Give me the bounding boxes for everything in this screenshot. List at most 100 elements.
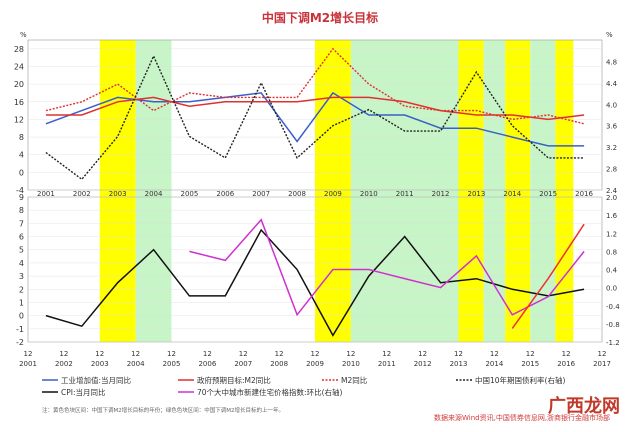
bottom-x-month-5: 12: [203, 350, 212, 358]
bottom-x-year-3: 2004: [127, 360, 145, 368]
top-y2-tick-6: 4.8: [606, 58, 617, 66]
bottom-series-2: [511, 223, 585, 329]
top-series-3: [45, 54, 585, 181]
bottom-x-month-3: 12: [131, 350, 140, 358]
top-y2-tick-0: 2.4: [606, 187, 618, 195]
bottom-y2-tick-3: 0.0: [606, 285, 617, 293]
legend-label-3: 中国10年期国债利率(右轴): [475, 375, 565, 385]
top-panel: -4 0 4 8 12 16 20 24 28 2.4 2.8 3.2 3.6 4.0 4.4 4.8%%: [14, 31, 618, 195]
top-y2-tick-5: 4.4: [606, 80, 618, 88]
bottom-x-month-14: 12: [526, 350, 535, 358]
bottom-y-tick-3: 1: [19, 298, 24, 307]
top-y-tick-5: 16: [14, 98, 24, 107]
top-x-label-2: 2003: [109, 190, 127, 198]
bottom-x-year-13: 2014: [485, 360, 503, 368]
top-y2-tick-3: 3.6: [606, 123, 618, 131]
top-x-label-6: 2007: [252, 190, 270, 198]
bottom-y2-tick-8: 2.0: [606, 194, 617, 202]
bottom-x-month-7: 12: [275, 350, 284, 358]
top-y2-tick-1: 2.8: [606, 166, 617, 174]
bottom-x-year-8: 2009: [306, 360, 324, 368]
bottom-x-year-14: 2015: [521, 360, 539, 368]
top-y-tick-6: 20: [14, 80, 24, 89]
shading-bands: [99, 40, 574, 342]
shading-band-8: [555, 40, 574, 342]
top-x-label-5: 2006: [216, 190, 234, 198]
bottom-x-year-11: 2012: [414, 360, 432, 368]
chart-title: 中国下调M2增长目标: [262, 10, 378, 25]
bottom-y-tick-8: 6: [19, 233, 24, 242]
footnote: 注：黄色色块区间：中国下调M2增长目标的年份；绿色色块区间：中国下调M2增长目标…: [42, 406, 284, 414]
bottom-y-tick-0: -2: [16, 338, 24, 347]
bottom-x-year-15: 2016: [557, 360, 575, 368]
bottom-x-month-1: 12: [59, 350, 68, 358]
bottom-y2-tick-7: 1.6: [606, 212, 618, 220]
bottom-y-tick-7: 5: [19, 246, 24, 255]
top-y-tick-1: 0: [19, 168, 24, 177]
top-x-label-12: 2013: [468, 190, 486, 198]
legend: 工业增加值:当月同比 政府预期目标:M2同比 M2同比 中国10年期国债利率(右轴) C…: [42, 375, 565, 397]
bottom-x-month-15: 12: [562, 350, 571, 358]
bottom-y-tick-10: 8: [19, 206, 24, 215]
legend-label-4: CPI:当月同比: [61, 387, 106, 397]
bottom-y2-tick-2: -0.4: [606, 303, 620, 311]
top-left-unit: %: [20, 31, 27, 39]
bottom-y-tick-11: 9: [19, 193, 24, 202]
watermark-logo: 广西龙网: [548, 395, 620, 417]
bottom-x-month-0: 12: [24, 350, 33, 358]
bottom-x-year-5: 2006: [198, 360, 216, 368]
bottom-y-tick-1: -1: [16, 325, 24, 334]
top-y-tick-0: -4: [16, 186, 24, 195]
shading-band-4: [458, 40, 484, 342]
top-x-label-9: 2010: [360, 190, 378, 198]
bottom-x-month-9: 12: [346, 350, 355, 358]
bottom-x-month-10: 12: [382, 350, 391, 358]
bottom-y2-tick-1: -0.8: [606, 321, 620, 329]
top-y-tick-7: 24: [14, 62, 24, 71]
bottom-x-year-9: 2010: [342, 360, 360, 368]
bottom-x-year-10: 2011: [378, 360, 396, 368]
bottom-y2-tick-4: 0.4: [606, 267, 618, 275]
legend-label-5: 70个大中城市新建住宅价格指数:环比(右轴): [197, 387, 342, 397]
bottom-x-month-13: 12: [490, 350, 499, 358]
bottom-y-tick-4: 2: [19, 285, 24, 294]
bottom-x-month-11: 12: [418, 350, 427, 358]
top-x-label-14: 2015: [539, 190, 557, 198]
legend-label-1: 政府预期目标:M2同比: [197, 375, 271, 385]
top-x-label-0: 2001: [37, 190, 55, 198]
top-x-label-8: 2009: [324, 190, 342, 198]
bottom-x-year-12: 2013: [450, 360, 468, 368]
top-x-label-1: 2002: [73, 190, 91, 198]
bottom-x-year-16: 2017: [593, 360, 611, 368]
top-x-label-7: 2008: [288, 190, 306, 198]
bottom-y2-tick-0: -1.2: [606, 339, 620, 347]
bottom-x-month-6: 12: [239, 350, 248, 358]
top-y-tick-2: 4: [19, 151, 24, 160]
top-x-label-11: 2012: [432, 190, 450, 198]
bottom-y-tick-9: 7: [19, 219, 24, 228]
top-x-label-15: 2016: [575, 190, 593, 198]
shading-band-2: [315, 40, 351, 342]
bottom-y-tick-5: 3: [19, 272, 24, 281]
legend-label-0: 工业增加值:当月同比: [61, 375, 132, 385]
bottom-x-month-2: 12: [95, 350, 104, 358]
top-right-unit: %: [606, 31, 613, 39]
top-x-label-4: 2005: [181, 190, 199, 198]
shading-band-1: [135, 40, 172, 342]
bottom-x-month-12: 12: [454, 350, 463, 358]
top-y-tick-3: 8: [19, 133, 24, 142]
bottom-x-year-7: 2008: [270, 360, 288, 368]
top-y2-tick-2: 3.2: [606, 144, 617, 152]
bottom-x-month-4: 12: [167, 350, 176, 358]
bottom-x-year-0: 2001: [19, 360, 37, 368]
top-y-tick-8: 28: [14, 45, 24, 54]
shading-band-3: [350, 40, 459, 342]
top-x-label-13: 2014: [503, 190, 521, 198]
shading-band-7: [530, 40, 556, 342]
bottom-y-tick-6: 4: [19, 259, 24, 268]
bottom-x-month-8: 12: [311, 350, 320, 358]
bottom-series-1: [189, 218, 585, 317]
bottom-x-month-16: 12: [598, 350, 607, 358]
bottom-y2-tick-5: 0.8: [606, 248, 617, 256]
